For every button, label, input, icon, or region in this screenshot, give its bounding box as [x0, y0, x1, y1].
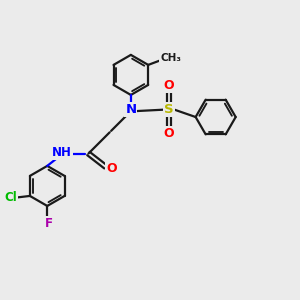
Text: O: O — [164, 127, 175, 140]
Text: N: N — [125, 103, 136, 116]
Text: CH₃: CH₃ — [160, 53, 181, 63]
Text: O: O — [106, 162, 117, 175]
Text: NH: NH — [52, 146, 72, 159]
Text: Cl: Cl — [5, 191, 17, 204]
Text: O: O — [164, 79, 175, 92]
Text: S: S — [164, 103, 174, 116]
Text: F: F — [45, 217, 53, 230]
